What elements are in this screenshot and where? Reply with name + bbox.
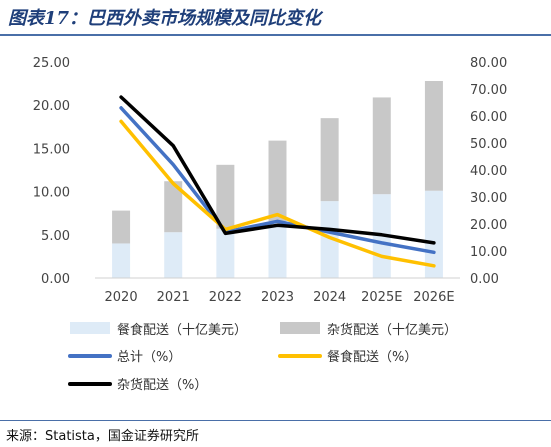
left-tick-label: 20.00: [33, 99, 70, 114]
bar-grocery-2022: [216, 164, 235, 229]
bar-meal-2021: [164, 232, 183, 278]
combo-chart: 0.00 5.00 10.00 15.00 20.00 25.00 0.00 10.00 20…: [33, 56, 507, 393]
bar-grocery-2023: [268, 140, 287, 221]
bar-grocery-2025E: [372, 97, 391, 195]
title-bar: 图表17：巴西外卖市场规模及同比变化: [0, 0, 551, 36]
bar-meal-2022: [216, 228, 235, 278]
source-bar: 来源：Statista，国金证券研究所: [0, 420, 551, 447]
right-tick-label: 40.00: [470, 164, 507, 179]
x-tick-label: 2021: [157, 290, 190, 305]
bar-grocery-2021: [164, 181, 183, 233]
meal-line: [119, 119, 436, 268]
legend-swatch: [280, 322, 320, 334]
right-tick-label: 60.00: [470, 110, 507, 125]
left-tick-label: 10.00: [33, 186, 70, 201]
right-tick-label: 30.00: [470, 191, 507, 206]
source-note: 来源：Statista，国金证券研究所: [6, 429, 199, 444]
bar-meal-2023: [268, 220, 287, 278]
line-series: [119, 95, 436, 268]
x-tick-label: 2023: [261, 290, 294, 305]
bar-grocery-2020: [112, 210, 131, 244]
legend: 餐食配送（十亿美元） 杂货配送（十亿美元） 总计（%） 餐食配送（%） 杂货配送（%）: [68, 322, 457, 393]
x-tick-label: 2025E: [361, 290, 402, 305]
right-y-axis: 0.00 10.00 20.00 30.00 40.00 50.00 60.00 70.00 8…: [470, 56, 507, 287]
legend-swatch: [70, 322, 110, 334]
x-tick-label: 2024: [313, 290, 346, 305]
legend-label: 杂货配送（%）: [117, 377, 207, 393]
bar-meal-2020: [112, 243, 131, 278]
right-tick-label: 70.00: [470, 83, 507, 98]
right-tick-label: 0.00: [470, 272, 499, 287]
bar-series: [112, 81, 443, 278]
total-line: [119, 106, 436, 255]
right-tick-label: 80.00: [470, 56, 507, 71]
right-tick-label: 20.00: [470, 218, 507, 233]
left-tick-label: 25.00: [33, 56, 70, 71]
left-tick-label: 0.00: [41, 272, 70, 287]
bar-grocery-2024: [320, 118, 339, 202]
legend-label: 餐食配送（十亿美元）: [117, 322, 247, 338]
legend-label: 杂货配送（十亿美元）: [327, 322, 457, 338]
left-tick-label: 5.00: [41, 229, 70, 244]
x-axis: 2020 2021 2022 2023 2024 2025E 2026E: [105, 290, 455, 305]
x-tick-label: 2022: [209, 290, 242, 305]
bar-meal-2026E: [424, 190, 443, 278]
left-tick-label: 15.00: [33, 142, 70, 157]
right-tick-label: 10.00: [470, 245, 507, 260]
bar-meal-2024: [320, 201, 339, 278]
right-tick-label: 50.00: [470, 137, 507, 152]
grocery-line: [119, 95, 436, 245]
x-tick-label: 2026E: [413, 290, 454, 305]
bar-grocery-2026E: [424, 81, 443, 191]
legend-label: 总计（%）: [117, 350, 181, 365]
legend-label: 餐食配送（%）: [327, 349, 417, 365]
left-y-axis: 0.00 5.00 10.00 15.00 20.00 25.00: [33, 56, 70, 287]
figure-title: 图表17：巴西外卖市场规模及同比变化: [8, 8, 322, 29]
x-tick-label: 2020: [105, 290, 138, 305]
